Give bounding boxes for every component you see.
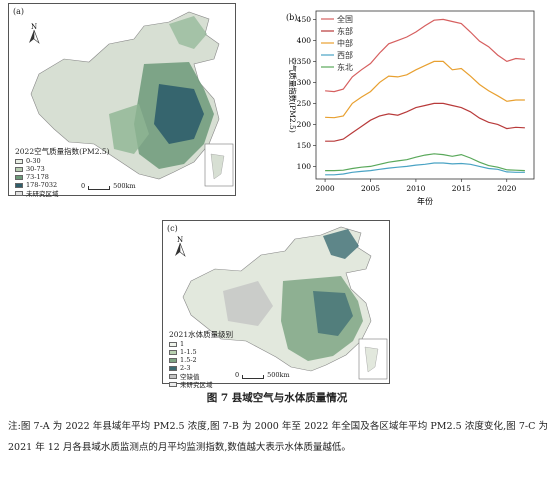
legend-label: 全国 xyxy=(337,14,353,24)
series-line-4 xyxy=(325,162,525,176)
legend-swatch xyxy=(169,357,177,363)
x-tick-label: 2005 xyxy=(361,184,380,193)
y-axis-label: 空气质量指数(PM2.5) xyxy=(288,57,298,133)
x-tick-label: 2010 xyxy=(406,184,425,193)
legend-item: 1 xyxy=(169,340,233,348)
legend-swatch xyxy=(169,381,177,387)
series-line-5 xyxy=(325,153,525,172)
panel-label-a: (a) xyxy=(13,7,25,16)
legend-swatch xyxy=(15,174,23,180)
map-panel-c: (c) N 2021水体质量级别 1 1-1.5 1.5-2 2-3 空缺值 未… xyxy=(162,220,390,389)
north-arrow-icon: N xyxy=(173,235,187,257)
legend-item: 未研究区域 xyxy=(169,380,233,389)
legend-item: 0-30 xyxy=(15,157,110,165)
figure-title: 图 7 县域空气与水体质量情况 xyxy=(206,392,348,404)
legend-item: 178-7032 xyxy=(15,181,110,189)
legend-c: 2021水体质量级别 1 1-1.5 1.5-2 2-3 空缺值 未研究区域 xyxy=(169,329,234,389)
map-panel-a: (a) N 2022空气质量指数(PM2.5) 0-30 30-73 73-17… xyxy=(8,3,236,198)
china-map-a xyxy=(30,11,234,187)
y-tick-label: 300 xyxy=(297,78,312,87)
legend-title-c: 2021水体质量级别 xyxy=(169,330,234,339)
plot-frame xyxy=(315,10,535,180)
legend-swatch xyxy=(15,166,23,172)
legend-item: 未研究区域 xyxy=(15,189,110,198)
y-tick-label: 400 xyxy=(297,36,312,45)
legend-title-a: 2022空气质量指数(PM2.5) xyxy=(15,147,110,156)
legend-swatch xyxy=(15,158,23,164)
y-tick-label: 350 xyxy=(297,57,312,66)
x-tick-label: 2000 xyxy=(316,184,335,193)
legend-swatch xyxy=(169,341,177,347)
panel-label-b: (b) xyxy=(286,13,297,22)
panel-label-c: (c) xyxy=(167,224,178,233)
legend-swatch xyxy=(169,349,177,355)
legend-item: 1-1.5 xyxy=(169,348,233,356)
legend-swatch xyxy=(15,182,23,188)
y-tick-label: 250 xyxy=(297,99,312,108)
legend-item: 73-178 xyxy=(15,173,110,181)
line-chart: (b) 2000 2005 2010 2015 2020 100 150 200 250 300 35… xyxy=(286,10,535,206)
legend-item: 1.5-2 xyxy=(169,356,233,364)
scale-bar-a: 0 500km xyxy=(81,182,136,190)
chart-panel-b: (b) 2000 2005 2010 2015 2020 100 150 200 250 300 35… xyxy=(276,3,548,213)
svg-text:N: N xyxy=(31,23,37,31)
svg-text:N: N xyxy=(177,236,183,244)
legend-item: 30-73 xyxy=(15,165,110,173)
legend-item: 2-3 xyxy=(169,364,233,372)
legend-label: 东部 xyxy=(337,26,353,36)
series-line-3 xyxy=(325,60,525,119)
legend-label: 东北 xyxy=(337,62,353,72)
series-line-1 xyxy=(325,18,525,93)
scale-bar-c: 0 500km xyxy=(235,371,290,379)
legend-label: 西部 xyxy=(337,50,353,60)
legend-label: 中部 xyxy=(337,38,353,48)
north-arrow-icon: N xyxy=(27,22,41,44)
x-tick-label: 2015 xyxy=(452,184,471,193)
legend-swatch xyxy=(169,365,177,371)
series-line-2 xyxy=(325,102,525,142)
x-tick-label: 2020 xyxy=(497,184,516,193)
figure-note: 注:图 7-A 为 2022 年县域年平均 PM2.5 浓度,图 7-B 为 2… xyxy=(8,421,548,453)
y-tick-label: 150 xyxy=(297,141,312,150)
x-axis-label: 年份 xyxy=(417,196,433,206)
legend-swatch xyxy=(169,373,177,379)
china-map-c xyxy=(182,226,388,380)
y-tick-label: 200 xyxy=(297,120,312,129)
y-tick-label: 450 xyxy=(297,15,312,24)
y-tick-label: 100 xyxy=(297,162,312,171)
legend-a: 2022空气质量指数(PM2.5) 0-30 30-73 73-178 178-… xyxy=(15,146,110,198)
legend-item: 空缺值 xyxy=(169,372,233,381)
legend-swatch xyxy=(15,190,23,196)
